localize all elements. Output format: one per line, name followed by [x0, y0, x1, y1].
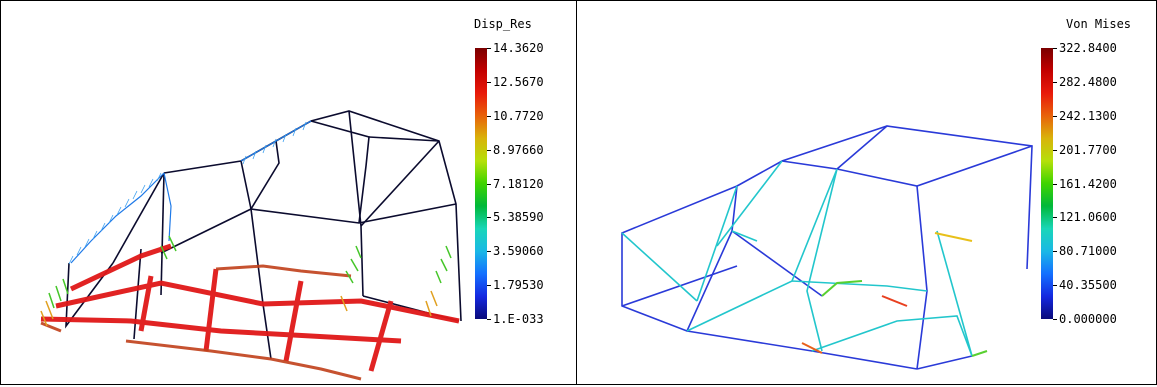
load-arrows-blue [70, 120, 312, 264]
von-mises-tick-mark [1053, 285, 1057, 287]
von-mises-tick-label: 161.4200 [1059, 176, 1117, 191]
displacement-tick-label: 7.18120 [493, 176, 544, 191]
von-mises-tick-label: 121.0600 [1059, 210, 1117, 225]
displacement-colorbar [475, 48, 487, 319]
von-mises-tick-label: 40.35500 [1059, 278, 1117, 293]
von-mises-colorbar [1041, 48, 1053, 319]
load-arrows-green [48, 235, 452, 309]
displacement-tick-label: 3.59060 [493, 244, 544, 259]
von-mises-panel: Von Mises 322.8400 282.4800 242.1300 201.77… [576, 0, 1157, 385]
displacement-tick-mark [487, 81, 491, 83]
legend-title-von-mises: Von Mises [1066, 17, 1132, 31]
von-mises-tick-mark [1053, 48, 1057, 49]
von-mises-tick-mark [1053, 115, 1057, 117]
displacement-tick-label: 12.5670 [493, 74, 544, 89]
displacement-tick-mark [487, 48, 491, 49]
displacement-tick-label: 8.97660 [493, 142, 544, 157]
von-mises-tick-label: 322.8400 [1059, 41, 1117, 55]
displacement-tick-label: 1.79530 [493, 278, 544, 293]
displacement-tick-mark [487, 217, 491, 219]
displacement-tick-label: 14.3620 [493, 41, 544, 55]
von-mises-tick-label: 201.7700 [1059, 142, 1117, 157]
deformation-bands-red [40, 243, 460, 372]
displacement-tick-mark [487, 149, 491, 151]
displacement-tick-mark [487, 319, 491, 320]
von-mises-tick-label: 282.4800 [1059, 74, 1117, 89]
von-mises-tick-mark [1053, 149, 1057, 151]
legend-title-displacement: Disp_Res [474, 17, 532, 31]
displacement-tick-mark [487, 251, 491, 253]
displacement-tick-label: 1.E-033 [493, 312, 544, 326]
von-mises-tick-label: 0.000000 [1059, 312, 1117, 326]
von-mises-tick-mark [1053, 183, 1057, 185]
displacement-frame-plot [40, 110, 462, 381]
von-mises-tick-mark [1053, 217, 1057, 219]
von-mises-tick-mark [1053, 319, 1057, 320]
von-mises-frame-plot [621, 125, 1033, 370]
displacement-panel: Disp_Res 14.3620 12.5670 10.7720 8.97660 7.1… [0, 0, 577, 385]
displacement-tick-label: 5.38590 [493, 210, 544, 225]
displacement-tick-label: 10.7720 [493, 108, 544, 123]
displacement-tick-mark [487, 183, 491, 185]
von-mises-tick-mark [1053, 251, 1057, 253]
von-mises-tick-label: 242.1300 [1059, 108, 1117, 123]
displacement-tick-mark [487, 115, 491, 117]
von-mises-tick-mark [1053, 81, 1057, 83]
displacement-tick-mark [487, 285, 491, 287]
von-mises-tick-label: 80.71000 [1059, 244, 1117, 259]
